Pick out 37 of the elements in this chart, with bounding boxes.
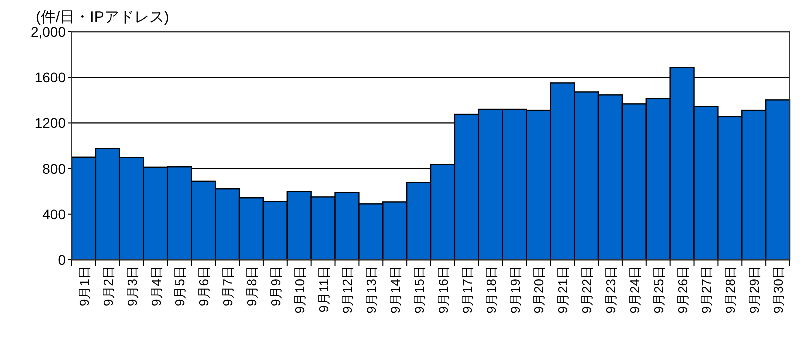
x-tick-label: 9月6日	[196, 266, 212, 306]
y-tick-label: 400	[42, 206, 66, 222]
x-tick-label: 9月30日	[771, 266, 786, 314]
x-tick-label: 9月3日	[124, 266, 140, 306]
x-tick-label: 9月18日	[484, 266, 499, 314]
y-tick-label: 0	[58, 252, 66, 268]
x-tick-label: 9月28日	[723, 266, 738, 314]
y-axis-title: (件/日・IPアドレス)	[36, 9, 170, 26]
x-tick-label: 9月7日	[220, 266, 236, 306]
x-tick-label: 9月16日	[436, 266, 451, 314]
x-tick-label: 9月27日	[699, 266, 714, 314]
x-tick-label: 9月21日	[556, 266, 571, 314]
x-tick-label: 9月14日	[388, 266, 404, 314]
x-tick-label: 9月29日	[747, 266, 762, 314]
x-tick-label: 9月12日	[340, 266, 356, 314]
y-tick-label: 1200	[34, 115, 66, 132]
y-tick-label: 1600	[34, 70, 66, 86]
x-tick-label: 9月9日	[268, 266, 284, 306]
x-tick-label: 9月4日	[148, 266, 164, 306]
x-tick-label: 9月8日	[244, 266, 260, 306]
x-tick-label: 9月19日	[508, 266, 523, 314]
x-tick-label: 9月17日	[460, 266, 475, 314]
x-tick-label: 9月26日	[675, 266, 690, 314]
x-tick-label: 9月20日	[532, 266, 547, 314]
x-tick-label: 9月13日	[364, 266, 380, 314]
y-tick-label: 800	[42, 160, 66, 177]
x-tick-label: 9月22日	[580, 266, 595, 314]
y-tick-label: 2,000	[30, 24, 66, 40]
x-tick-label: 9月24日	[627, 266, 642, 314]
x-tick-label: 9月15日	[412, 266, 428, 314]
x-tick-label: 9月5日	[172, 266, 188, 306]
x-tick-label: 9月10日	[292, 266, 308, 314]
x-tick-label: 9月1日	[76, 266, 92, 306]
x-tick-label: 9月25日	[651, 266, 666, 314]
x-tick-label: 9月2日	[100, 266, 116, 306]
x-tick-label: 9月11日	[316, 266, 332, 313]
x-tick-label: 9月23日	[604, 266, 618, 314]
